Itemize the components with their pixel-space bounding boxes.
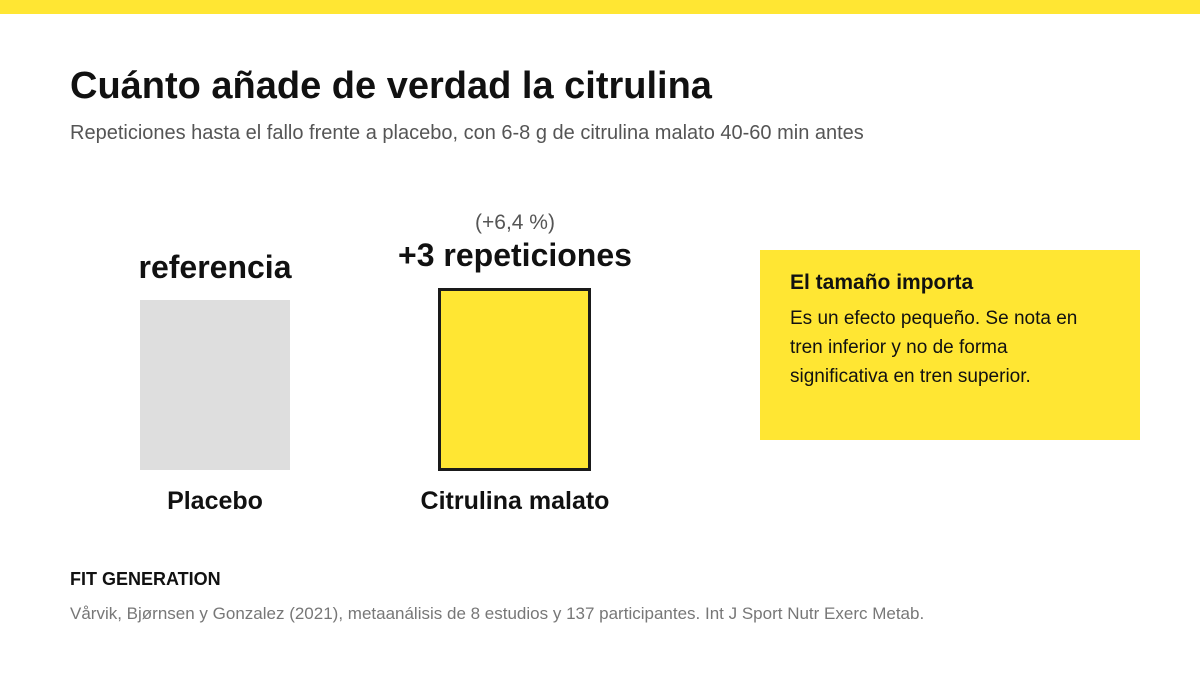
bar-placebo bbox=[140, 300, 290, 470]
value-pct-citrulina: (+6,4 %) bbox=[475, 211, 555, 234]
callout-title: El tamaño importa bbox=[790, 271, 974, 294]
callout-box: El tamaño importa Es un efecto pequeño. … bbox=[760, 250, 1140, 440]
page-subtitle: Repeticiones hasta el fallo frente a pla… bbox=[70, 122, 864, 144]
callout-body: Es un efecto pequeño. Se nota en tren in… bbox=[790, 308, 1078, 387]
category-label-placebo: Placebo bbox=[167, 487, 263, 515]
brand-name: FIT GENERATION bbox=[70, 569, 221, 589]
value-label-placebo: referencia bbox=[138, 249, 292, 285]
bar-citrulina bbox=[438, 288, 591, 471]
page-title: Cuánto añade de verdad la citrulina bbox=[70, 65, 712, 107]
top-accent-bar bbox=[0, 0, 1200, 14]
source-citation: Vårvik, Bjørnsen y Gonzalez (2021), meta… bbox=[70, 604, 925, 623]
category-label-citrulina: Citrulina malato bbox=[420, 487, 610, 515]
value-label-citrulina: +3 repeticiones bbox=[398, 237, 632, 273]
